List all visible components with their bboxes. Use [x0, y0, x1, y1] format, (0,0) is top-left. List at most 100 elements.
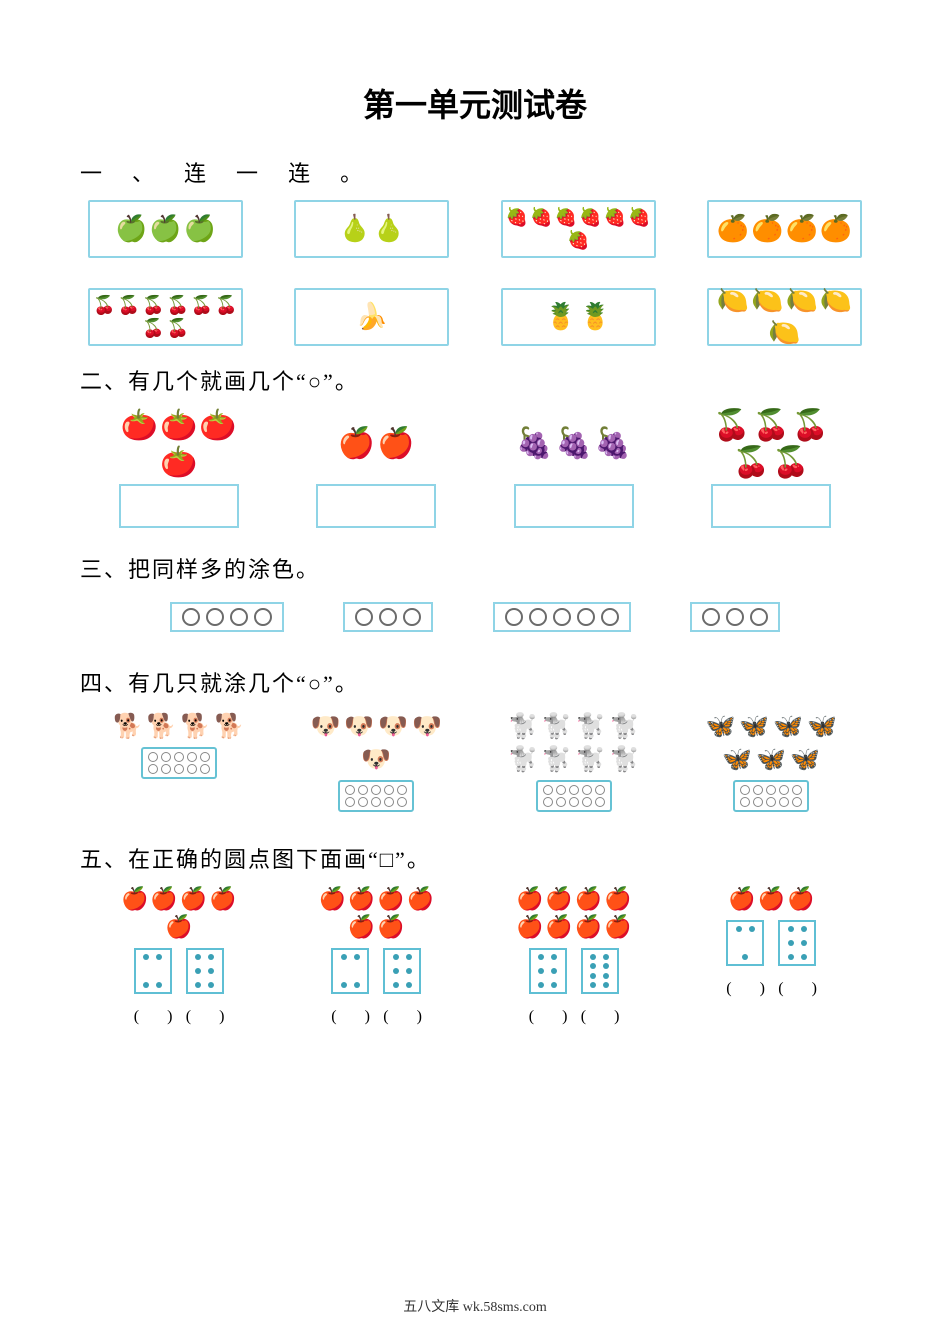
answer-blank[interactable]: ( ): [581, 1002, 619, 1026]
apple-icon: 🍎: [348, 886, 375, 912]
corgis-icon: 🐕: [113, 712, 143, 741]
q2-answer-box[interactable]: [514, 484, 634, 528]
q2-row: 🍅🍅🍅🍅🍎🍎🍇🍇🍇🍒🍒🍒🍒🍒: [80, 408, 870, 528]
circle-icon: [702, 608, 720, 626]
q4-ten-frame[interactable]: [338, 780, 414, 812]
circle-icon: [384, 797, 394, 807]
corgis-icon: 🐕: [147, 712, 177, 741]
circle-icon: [174, 752, 184, 762]
dot-box: [186, 948, 224, 994]
cherries-icon: 🍒: [167, 295, 189, 316]
apple-icon: 🍎: [121, 886, 148, 912]
cherries-icon: 🍒: [93, 295, 115, 316]
q4-animals-corgis: 🐕🐕🐕🐕: [109, 712, 249, 741]
q5-dotboxes: [529, 948, 619, 994]
dogs-icon: 🐶: [378, 712, 408, 741]
circle-icon: [792, 797, 802, 807]
answer-blank[interactable]: ( ): [134, 1002, 172, 1026]
circle-icon: [543, 785, 553, 795]
q2-item-tomatoes: 🍅🍅🍅🍅: [119, 408, 239, 528]
q5-item-apples-3: 🍎🍎🍎( )( ): [706, 886, 836, 1026]
circle-icon: [355, 608, 373, 626]
answer-blank[interactable]: ( ): [529, 1002, 567, 1026]
circle-icon: [358, 797, 368, 807]
q3-box-1[interactable]: [343, 602, 433, 632]
lemons-icon: 🍋: [717, 286, 749, 316]
apple-icon: 🍎: [377, 914, 404, 940]
footer: 五八文库 wk.58sms.com: [0, 1296, 950, 1316]
puppies-icon: 🐩: [508, 712, 538, 741]
butterflies-icon: 🦋: [722, 745, 752, 774]
q4-heading: 四、有几只就涂几个“○”。: [80, 666, 870, 698]
q1-heading: 一、连一连。: [80, 156, 870, 188]
circle-icon: [740, 785, 750, 795]
dot-icon: [393, 982, 399, 988]
q3-box-2[interactable]: [493, 602, 631, 632]
fruit-box-lemons: 🍋🍋🍋🍋🍋: [707, 288, 862, 346]
dot-icon: [590, 954, 596, 960]
circle-icon: [200, 764, 210, 774]
tomatoes-icon: 🍅: [160, 408, 197, 443]
q4-item-butterflies: 🦋🦋🦋🦋🦋🦋🦋: [701, 712, 841, 812]
dot-icon: [603, 982, 609, 988]
q2-image-cherries: 🍒🍒🍒🍒🍒: [711, 408, 831, 478]
q2-answer-box[interactable]: [316, 484, 436, 528]
apple-icon: 🍎: [165, 914, 192, 940]
q4-heading-text: 四、有几只就涂几个“○”。: [80, 671, 359, 696]
dot-box: [383, 948, 421, 994]
q3-box-3[interactable]: [690, 602, 780, 632]
q2-answer-box[interactable]: [711, 484, 831, 528]
q2-image-tomatoes: 🍅🍅🍅🍅: [119, 408, 239, 478]
page-title: 第一单元测试卷: [80, 80, 870, 126]
dot-box: [529, 948, 567, 994]
q4-ten-frame[interactable]: [141, 747, 217, 779]
circle-icon: [148, 764, 158, 774]
dot-icon: [590, 963, 596, 969]
answer-blank[interactable]: ( ): [383, 1002, 421, 1026]
q2-answer-box[interactable]: [119, 484, 239, 528]
apple-icon: 🍎: [377, 886, 404, 912]
answer-blank[interactable]: ( ): [186, 1002, 224, 1026]
dot-icon: [801, 954, 807, 960]
dot-icon: [354, 982, 360, 988]
oranges-icon: 🍊: [751, 214, 783, 244]
dot-icon: [156, 954, 162, 960]
dogs-icon: 🐶: [412, 712, 442, 741]
circle-icon: [595, 797, 605, 807]
apples-icon: 🍎: [377, 426, 414, 461]
dot-icon: [749, 926, 755, 932]
dot-box: [331, 948, 369, 994]
circle-icon: [397, 797, 407, 807]
circle-icon: [379, 608, 397, 626]
apple-icon: 🍎: [180, 886, 207, 912]
q4-ten-frame[interactable]: [733, 780, 809, 812]
oranges-icon: 🍊: [820, 214, 852, 244]
answer-blank[interactable]: ( ): [778, 974, 816, 998]
answer-blank[interactable]: ( ): [331, 1002, 369, 1026]
q3-row: [80, 602, 870, 632]
q4-ten-frame[interactable]: [536, 780, 612, 812]
q4-animals-butterflies: 🦋🦋🦋🦋🦋🦋🦋: [701, 712, 841, 774]
dot-icon: [590, 982, 596, 988]
q5-fruits: 🍎🍎🍎🍎🍎🍎: [311, 886, 441, 940]
dot-box: [726, 920, 764, 966]
dot-icon: [208, 982, 214, 988]
dot-icon: [801, 926, 807, 932]
circle-icon: [230, 608, 248, 626]
apple-icon: 🍎: [150, 886, 177, 912]
circle-icon: [582, 797, 592, 807]
circle-icon: [161, 752, 171, 762]
pears-icon: 🍐: [338, 214, 370, 244]
oranges-icon: 🍊: [785, 214, 817, 244]
puppies-icon: 🐩: [508, 745, 538, 774]
circle-icon: [582, 785, 592, 795]
circle-icon: [543, 797, 553, 807]
circle-icon: [766, 797, 776, 807]
answer-blank[interactable]: ( ): [726, 974, 764, 998]
dot-icon: [603, 973, 609, 979]
q2-item-cherries: 🍒🍒🍒🍒🍒: [711, 408, 831, 528]
strawberries-icon: 🍓: [628, 207, 650, 228]
dot-icon: [551, 968, 557, 974]
q3-box-0[interactable]: [170, 602, 284, 632]
fruit-box-bananas: 🍌: [294, 288, 449, 346]
